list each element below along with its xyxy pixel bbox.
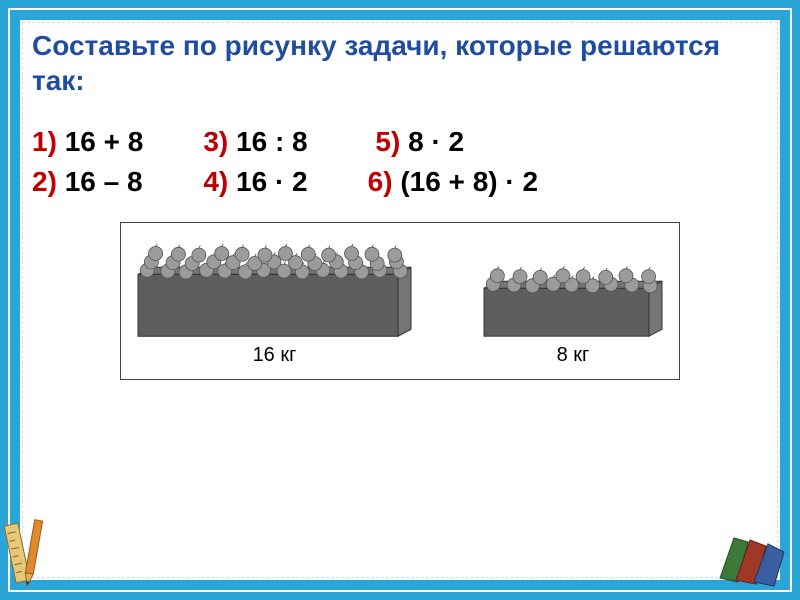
figure-container: 16 кг 8 кг — [120, 222, 680, 380]
equation-expr: 8 · 2 — [408, 126, 464, 157]
crates-row: 16 кг 8 кг — [139, 241, 661, 367]
equation-5: 5) 8 · 2 — [368, 126, 538, 158]
crate-small-label: 8 кг — [557, 344, 590, 367]
equation-expr: 16 – 8 — [65, 166, 143, 197]
equation-4: 4) 16 · 2 — [203, 166, 307, 198]
equation-expr: (16 + 8) · 2 — [400, 166, 538, 197]
equations-col-3: 5) 8 · 2 6) (16 + 8) · 2 — [368, 126, 538, 198]
equation-number: 5) — [375, 126, 400, 157]
equation-number: 6) — [368, 166, 393, 197]
crate-large: 16 кг — [137, 241, 413, 367]
crate-small-svg — [483, 264, 664, 338]
crate-small: 8 кг — [483, 264, 664, 367]
crate-large-label: 16 кг — [253, 344, 297, 367]
equation-number: 4) — [203, 166, 228, 197]
equations-block: 1) 16 + 8 2) 16 – 8 3) 16 : 8 4) 16 · 2 … — [32, 126, 768, 198]
prompt-text: Составьте по рисунку задачи, которые реш… — [32, 28, 768, 98]
equation-number: 2) — [32, 166, 57, 197]
equation-number: 3) — [203, 126, 228, 157]
books-icon — [716, 524, 794, 594]
equation-1: 1) 16 + 8 — [32, 126, 143, 158]
equation-3: 3) 16 : 8 — [203, 126, 307, 158]
equation-2: 2) 16 – 8 — [32, 166, 143, 198]
equation-number: 1) — [32, 126, 57, 157]
ruler-pencil-icon — [4, 514, 74, 594]
equation-6: 6) (16 + 8) · 2 — [368, 166, 538, 198]
equations-col-1: 1) 16 + 8 2) 16 – 8 — [32, 126, 143, 198]
slide-content: Составьте по рисунку задачи, которые реш… — [32, 28, 768, 380]
equation-expr: 16 + 8 — [65, 126, 144, 157]
equation-expr: 16 · 2 — [236, 166, 308, 197]
equations-col-2: 3) 16 : 8 4) 16 · 2 — [203, 126, 307, 198]
equation-expr: 16 : 8 — [236, 126, 308, 157]
crate-large-svg — [137, 241, 413, 338]
